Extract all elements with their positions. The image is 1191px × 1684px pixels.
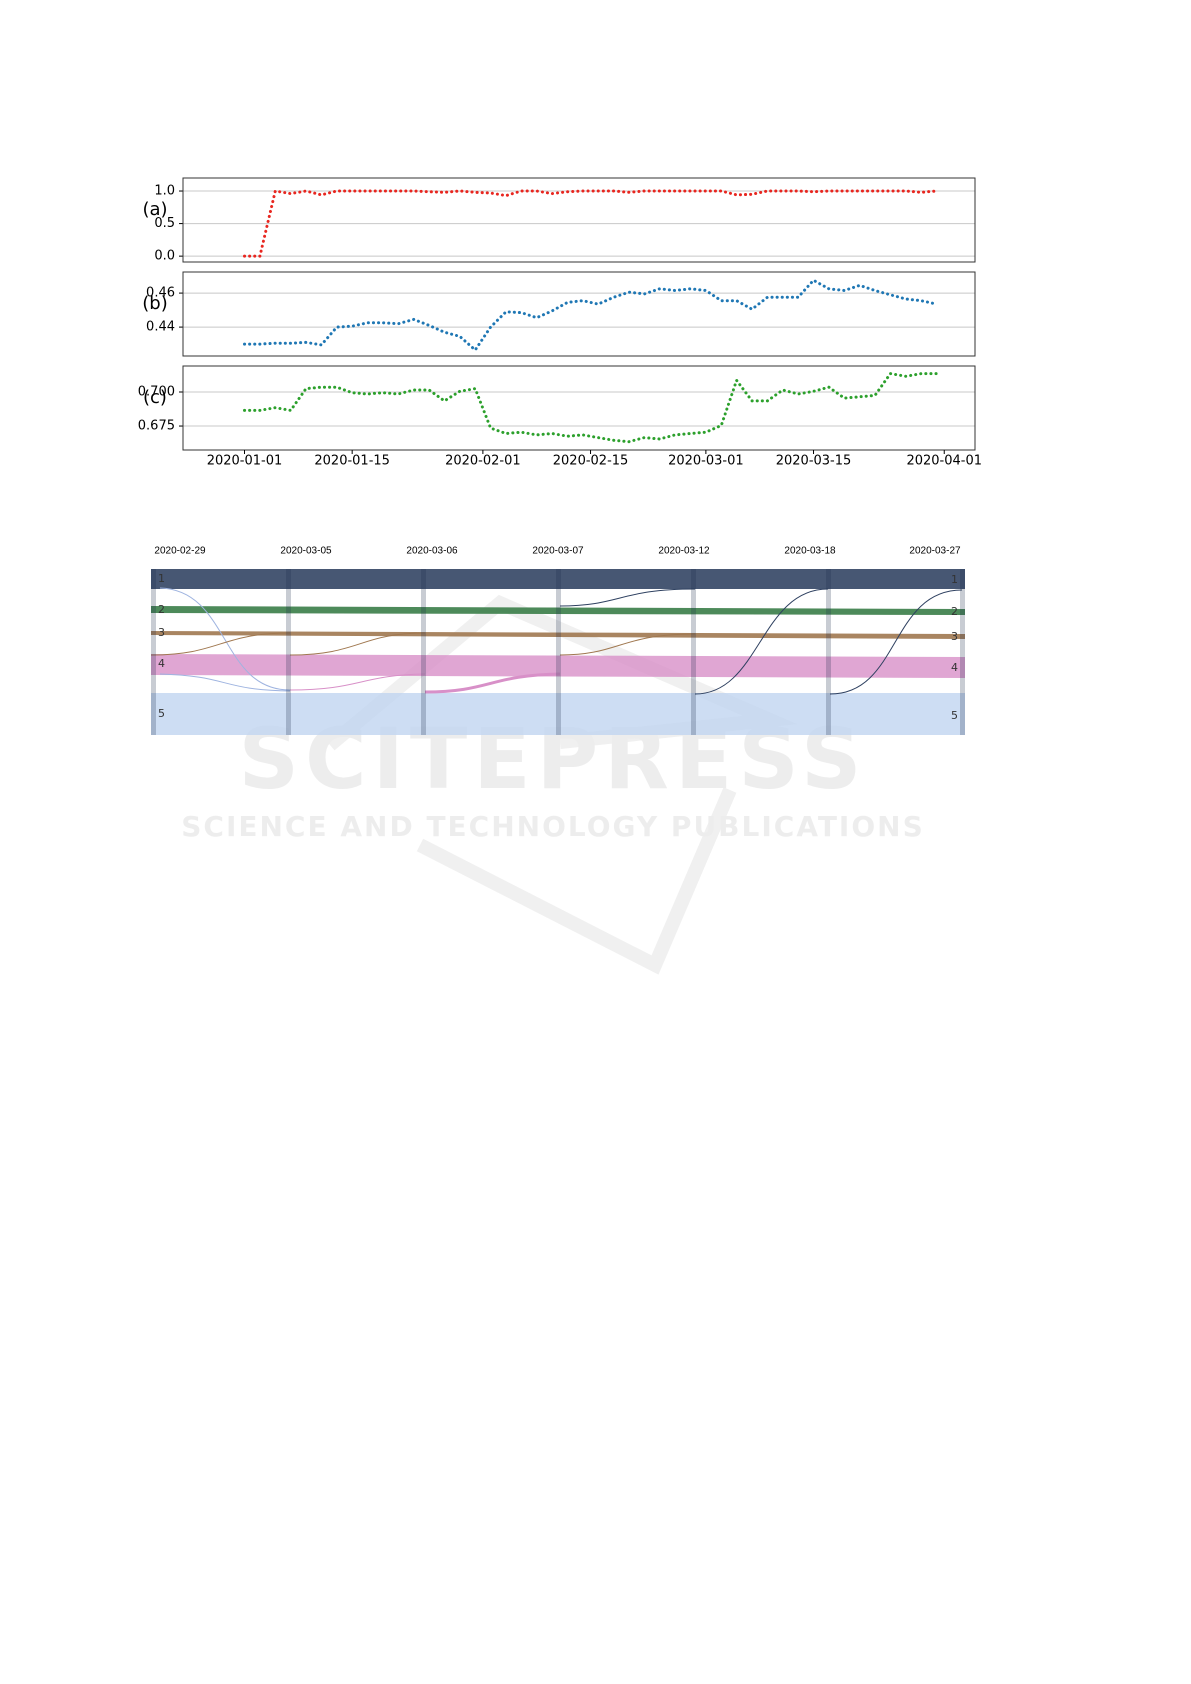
flows bbox=[150, 587, 963, 695]
cluster-flow: 2020-02-29 2020-03-05 2020-03-06 2020-03… bbox=[150, 546, 965, 735]
flow bbox=[289, 673, 426, 691]
x-tick-label: 2020-04-01 bbox=[906, 454, 982, 469]
plot-frame bbox=[182, 271, 976, 357]
flow bbox=[159, 587, 291, 691]
flow bbox=[559, 588, 696, 607]
logo-shape bbox=[416, 787, 737, 975]
band bbox=[151, 631, 965, 639]
column-label: 2020-03-27 bbox=[909, 546, 961, 557]
plot-frame bbox=[182, 365, 976, 451]
y-tick-label: 0.44 bbox=[146, 320, 175, 335]
cluster-label: 4 bbox=[158, 657, 165, 670]
cluster-label: 3 bbox=[158, 626, 165, 639]
column-label: 2020-03-05 bbox=[280, 546, 332, 557]
node bbox=[691, 569, 696, 735]
data-line bbox=[243, 278, 939, 353]
cluster-label: 1 bbox=[158, 572, 165, 585]
node-markers bbox=[151, 569, 965, 735]
node bbox=[556, 569, 561, 735]
column-label: 2020-03-12 bbox=[658, 546, 710, 557]
panel-label: (b) bbox=[142, 293, 167, 314]
flow bbox=[424, 672, 561, 694]
x-tick-label: 2020-02-01 bbox=[445, 454, 521, 469]
panel-label: (c) bbox=[143, 387, 167, 408]
column-label: 2020-03-07 bbox=[532, 546, 584, 557]
y-tick-label: 0.700 bbox=[138, 385, 175, 400]
cluster-label: 2 bbox=[951, 605, 958, 618]
flow bbox=[289, 632, 426, 656]
x-tick-label: 2020-01-15 bbox=[314, 454, 390, 469]
plot-frame bbox=[182, 177, 976, 263]
band bbox=[151, 569, 965, 589]
band bbox=[151, 654, 965, 678]
cluster-label: 2 bbox=[158, 603, 165, 616]
node bbox=[960, 569, 965, 735]
y-tick-label: 0.46 bbox=[146, 286, 175, 301]
node bbox=[421, 569, 426, 735]
data-line bbox=[243, 189, 939, 258]
x-tick-label: 2020-01-01 bbox=[207, 454, 283, 469]
watermark-subtitle: SCIENCE AND TECHNOLOGY PUBLICATIONS bbox=[181, 810, 925, 843]
node bbox=[286, 569, 291, 735]
flow bbox=[150, 632, 291, 656]
cluster-label: 5 bbox=[951, 709, 958, 722]
y-tick-label: 0.0 bbox=[154, 249, 175, 264]
x-tick-label: 2020-02-15 bbox=[553, 454, 629, 469]
x-tick-label: 2020-03-15 bbox=[776, 454, 852, 469]
cluster-label: 3 bbox=[951, 630, 958, 643]
column-label: 2020-03-06 bbox=[406, 546, 458, 557]
panel-label: (a) bbox=[142, 199, 167, 220]
flow bbox=[829, 589, 963, 695]
y-tick-label: 0.675 bbox=[138, 419, 175, 434]
column-label: 2020-02-29 bbox=[154, 546, 206, 557]
node bbox=[151, 569, 156, 735]
cluster-label: 4 bbox=[951, 661, 958, 674]
flow bbox=[559, 633, 696, 656]
y-tick-label: 1.0 bbox=[154, 184, 175, 199]
cluster-label: 1 bbox=[951, 573, 958, 586]
flow bbox=[694, 588, 829, 695]
flow bbox=[159, 673, 291, 692]
band bbox=[151, 606, 965, 615]
column-label: 2020-03-18 bbox=[784, 546, 836, 557]
data-line bbox=[243, 371, 939, 444]
y-tick-label: 0.5 bbox=[154, 216, 175, 231]
band bbox=[151, 693, 965, 735]
node bbox=[826, 569, 831, 735]
cluster-label: 5 bbox=[158, 707, 165, 720]
x-tick-label: 2020-03-01 bbox=[668, 454, 744, 469]
